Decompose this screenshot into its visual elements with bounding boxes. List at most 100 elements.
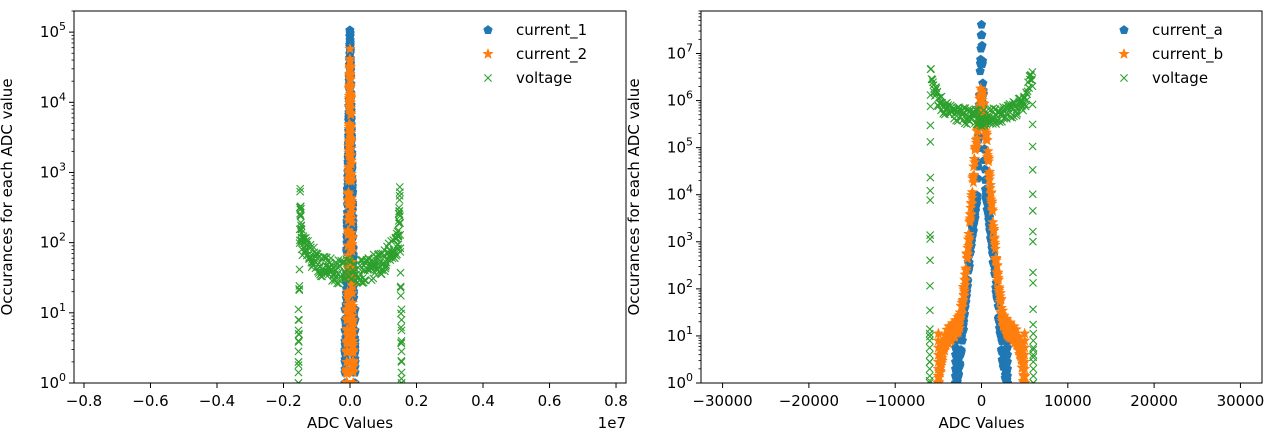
y-tick-base: 10 [667,186,686,204]
data-point [967,176,980,188]
y-tick-label: 100 [667,371,693,392]
y-tick-label: 105 [667,136,693,157]
data-point [1002,371,1013,380]
data-point [356,269,365,278]
legend-marker [482,47,494,59]
y-tick-label: 100 [40,371,66,392]
legend-marker [483,25,493,34]
y-tick-label: 101 [40,301,66,322]
data-point [294,347,303,356]
data-point [925,379,934,383]
data-point [956,307,968,319]
data-point [995,293,1007,305]
data-point [1029,357,1038,366]
legend-label: voltage [516,69,572,87]
data-point [950,356,961,366]
x-tick-label: −30000 [692,392,752,410]
data-point [346,216,358,228]
y-tick-base: 10 [667,327,686,345]
data-point [396,282,405,291]
y-tick-label: 105 [40,20,66,41]
x-axis-label: ADC Values [307,414,393,432]
data-point [925,281,934,290]
data-point [996,304,1009,316]
data-point [1002,363,1013,373]
data-point [296,212,305,221]
data-point [926,186,935,195]
series-voltage [294,183,406,383]
y-tick-base: 10 [40,374,59,392]
y-tick-label: 102 [667,277,693,298]
data-point [977,98,990,110]
series-voltage [925,64,1038,383]
data-point [345,28,355,38]
x-tick-label: 10000 [1044,392,1092,410]
data-point [977,89,989,101]
data-point [925,364,934,373]
data-point [344,91,357,103]
data-point [1018,334,1031,346]
series-current_b [932,82,1031,383]
y-tick-label: 101 [667,324,693,345]
data-point [1002,356,1013,366]
data-point [968,168,980,180]
x-tick-label: 0.8 [604,392,628,410]
data-point [349,260,358,269]
x-tick-label: −0.6 [132,392,168,410]
data-point [932,376,945,383]
data-point [396,283,405,292]
data-point [1010,323,1023,335]
data-point [347,303,360,315]
data-point [965,209,977,221]
data-point [982,152,995,164]
x-tick-label: −0.2 [265,392,301,410]
y-tick-label: 102 [40,231,66,252]
data-point [397,305,406,314]
data-point [990,252,1003,264]
y-tick-exponent: 1 [686,324,693,337]
data-point [1018,327,1031,339]
data-point [932,348,945,360]
data-point [390,254,399,263]
data-point [1029,336,1038,345]
data-point [1028,68,1037,76]
y-tick-exponent: 2 [59,231,66,244]
data-point [345,173,358,185]
data-point [296,218,305,227]
y-tick-exponent: 3 [59,160,66,173]
legend-marker [1119,25,1129,34]
data-point [1012,111,1021,120]
data-point [396,268,405,277]
data-point [395,195,404,204]
data-point [387,236,396,245]
y-tick-exponent: 5 [686,136,693,149]
data-point [977,56,988,65]
data-point [297,225,306,234]
data-point [294,368,303,377]
x-tick-label: 0.2 [405,392,429,410]
data-point [965,197,978,209]
data-point [978,122,987,131]
data-point [989,242,1002,254]
data-point [397,368,406,377]
y-tick-exponent: 5 [59,20,66,33]
y-tick-base: 10 [40,163,59,181]
legend-marker [1118,47,1130,59]
data-point [965,117,974,126]
data-point [397,339,406,348]
data-point [345,120,357,132]
data-point [395,203,404,212]
data-point [347,324,360,336]
data-point [925,343,934,352]
data-point [397,356,406,365]
data-point [962,248,974,260]
legend-marker [484,74,492,82]
data-point [1029,371,1038,380]
data-point [394,231,403,240]
x-tick-label: 0.6 [538,392,562,410]
data-point [1027,76,1036,85]
data-point [958,285,971,297]
data-point [986,204,999,217]
data-point [932,341,945,353]
